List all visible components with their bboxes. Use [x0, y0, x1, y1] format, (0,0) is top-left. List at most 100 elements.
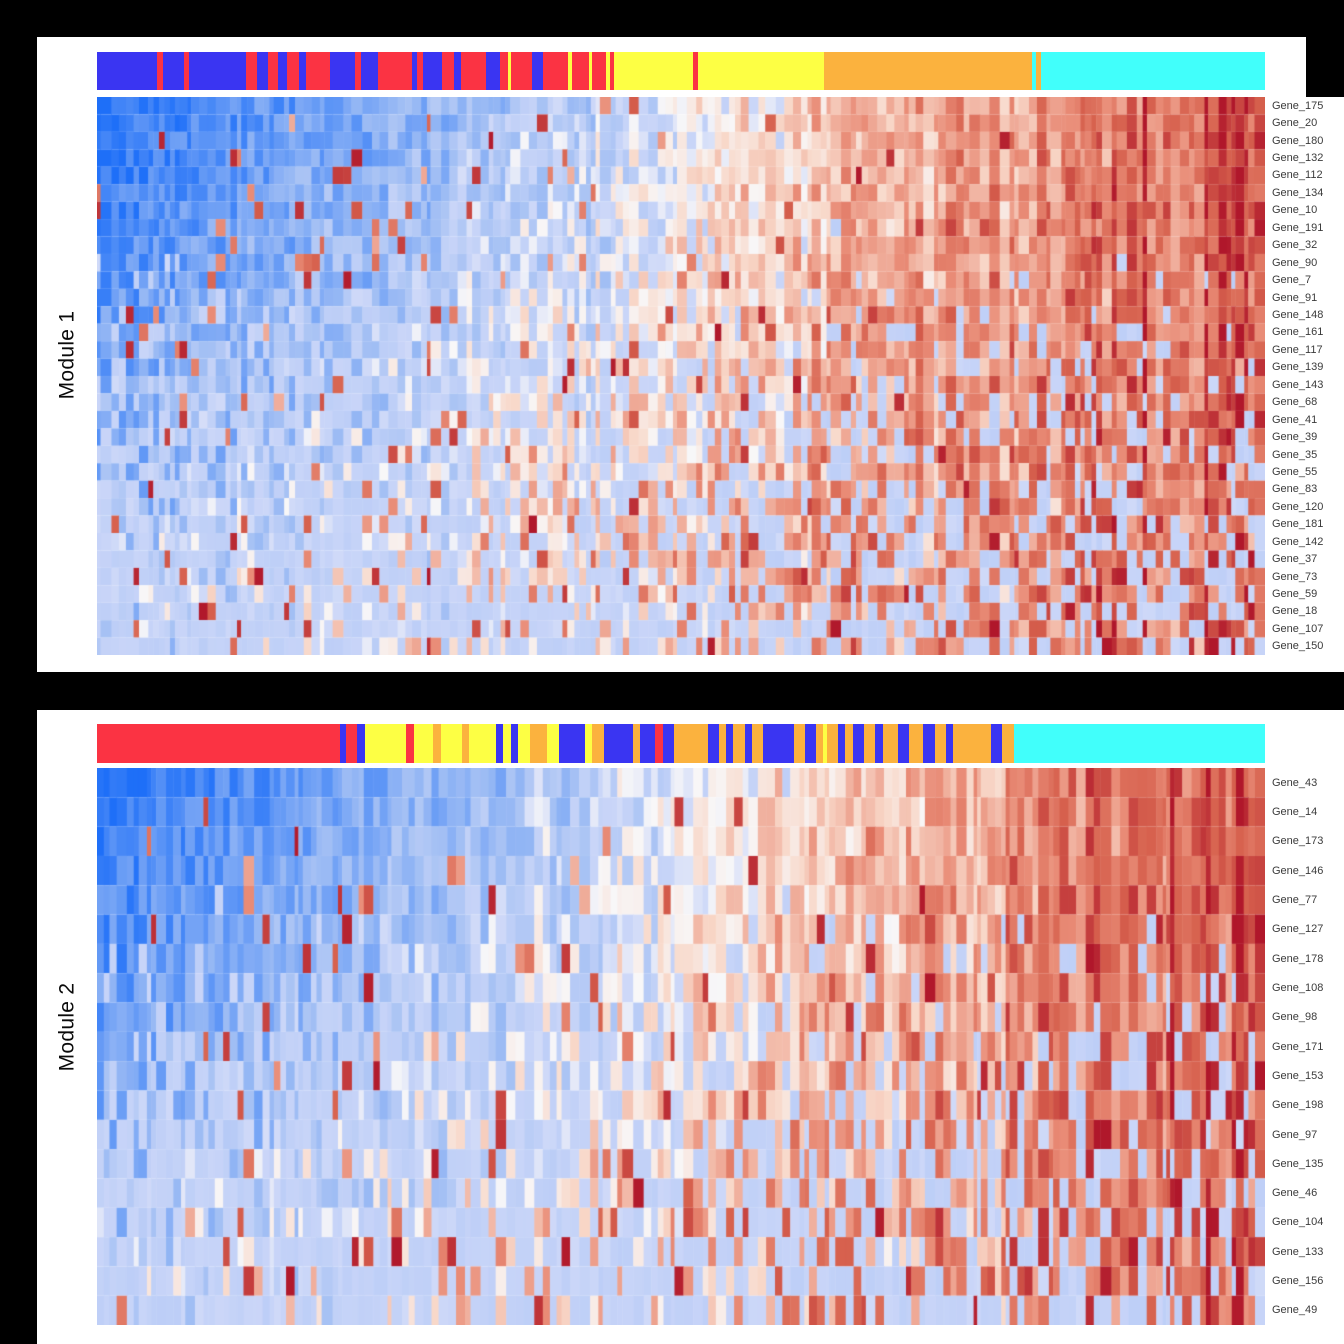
annotation-segment-yellow [567, 52, 573, 90]
annotation-segment-red [542, 52, 568, 90]
module-1-panel: Module 1 Gene_175 Gene_20 Gene_180 Gene_132… [37, 37, 1344, 672]
module-1-gene-labels: Gene_175 Gene_20 Gene_180 Gene_132 Gene_112 G… [1272, 37, 1344, 672]
gene-label: Gene_37 [1272, 553, 1318, 566]
annotation-segment-cyan [1031, 52, 1037, 90]
annotation-segment-blue [486, 52, 501, 90]
annotation-segment-blue [640, 724, 656, 763]
annotation-segment-blue [923, 724, 936, 763]
annotation-segment-red [183, 52, 190, 90]
module-2-heatmap [97, 768, 1265, 1325]
annotation-segment-orange [718, 724, 727, 763]
gene-label: Gene_108 [1272, 981, 1324, 994]
gene-label: Gene_46 [1272, 1187, 1318, 1200]
annotation-segment-red [405, 724, 414, 763]
annotation-segment-yellow [823, 724, 828, 763]
module-1-heatmap [97, 97, 1265, 655]
gene-label: Gene_20 [1272, 117, 1318, 130]
annotation-segment-red [346, 724, 358, 763]
annotation-segment-yellow [584, 724, 592, 763]
annotation-segment-orange [864, 724, 875, 763]
annotation-segment-yellow [547, 724, 560, 763]
annotation-segment-red [609, 52, 614, 90]
annotation-segment-red [461, 52, 487, 90]
annotation-segment-red [417, 52, 423, 90]
gene-label: Gene_139 [1272, 361, 1324, 374]
gene-label: Gene_180 [1272, 134, 1324, 147]
annotation-segment-blue [277, 52, 288, 90]
gene-label: Gene_90 [1272, 256, 1318, 269]
annotation-segment-blue [411, 52, 418, 90]
gene-label: Gene_153 [1272, 1069, 1324, 1082]
annotation-segment-yellow [517, 724, 530, 763]
gene-label: Gene_132 [1272, 152, 1324, 165]
gene-label: Gene_35 [1272, 448, 1318, 461]
annotation-segment-orange [1001, 724, 1014, 763]
annotation-segment-blue [603, 724, 634, 763]
gene-label: Gene_77 [1272, 893, 1318, 906]
gene-label: Gene_150 [1272, 640, 1324, 653]
gene-label: Gene_10 [1272, 204, 1318, 217]
annotation-segment-blue [495, 724, 503, 763]
gene-label: Gene_73 [1272, 570, 1318, 583]
annotation-segment-orange [882, 724, 898, 763]
annotation-segment-blue [256, 52, 268, 90]
gene-label: Gene_49 [1272, 1304, 1318, 1317]
module-1-label-box: Module 1 [37, 37, 97, 672]
gene-label: Gene_7 [1272, 274, 1312, 287]
annotation-segment-blue [804, 724, 816, 763]
annotation-segment-blue [763, 724, 794, 763]
gene-label: Gene_107 [1272, 622, 1324, 635]
gene-label: Gene_173 [1272, 835, 1324, 848]
gene-label: Gene_91 [1272, 291, 1318, 304]
top-right-background-mask [1306, 37, 1344, 97]
annotation-segment-yellow [469, 724, 496, 763]
module-2-gene-labels: Gene_43 Gene_14 Gene_173 Gene_146 Gene_77 Gen… [1272, 710, 1344, 1344]
gene-label: Gene_161 [1272, 326, 1324, 339]
gene-label: Gene_143 [1272, 378, 1324, 391]
gene-label: Gene_127 [1272, 923, 1324, 936]
annotation-segment-red [442, 52, 455, 90]
annotation-segment-red [246, 52, 257, 90]
gene-label: Gene_178 [1272, 952, 1324, 965]
annotation-segment-orange [591, 724, 604, 763]
annotation-segment-red [572, 52, 589, 90]
annotation-segment-blue [663, 724, 675, 763]
annotation-segment-red [355, 52, 361, 90]
annotation-segment-cyan [1013, 724, 1265, 763]
annotation-segment-red [156, 52, 163, 90]
annotation-segment-orange [953, 724, 991, 763]
module-2-panel: Module 2 Gene_43 Gene_14 Gene_173 Gene_146 G… [37, 710, 1344, 1344]
gene-label: Gene_171 [1272, 1040, 1324, 1053]
annotation-segment-orange [845, 724, 854, 763]
gene-label: Gene_18 [1272, 605, 1318, 618]
annotation-segment-yellow [697, 52, 824, 90]
gene-label: Gene_134 [1272, 186, 1324, 199]
gene-label: Gene_120 [1272, 500, 1324, 513]
gene-label: Gene_41 [1272, 413, 1318, 426]
module-2-title: Module 2 [55, 982, 79, 1072]
gene-label: Gene_148 [1272, 309, 1324, 321]
module-1-title: Module 1 [55, 310, 79, 399]
gene-label: Gene_98 [1272, 1011, 1318, 1024]
annotation-segment-blue [454, 52, 462, 90]
annotation-segment-blue [559, 724, 585, 763]
annotation-segment-orange [793, 724, 805, 763]
annotation-segment-blue [189, 52, 247, 90]
annotation-segment-blue [531, 52, 543, 90]
annotation-segment-red [511, 52, 532, 90]
gene-label: Gene_59 [1272, 588, 1318, 601]
annotation-segment-yellow [507, 52, 512, 90]
gene-label: Gene_133 [1272, 1245, 1324, 1258]
annotation-segment-blue [990, 724, 1002, 763]
gene-label: Gene_175 [1272, 99, 1324, 112]
gene-label: Gene_156 [1272, 1275, 1324, 1288]
annotation-segment-orange [823, 52, 1032, 90]
annotation-segment-orange [935, 724, 947, 763]
annotation-segment-red [267, 52, 278, 90]
annotation-segment-orange [462, 724, 470, 763]
annotation-segment-blue [357, 724, 366, 763]
gene-label: Gene_142 [1272, 535, 1324, 548]
gene-label: Gene_14 [1272, 805, 1318, 818]
annotation-segment-blue [745, 724, 753, 763]
